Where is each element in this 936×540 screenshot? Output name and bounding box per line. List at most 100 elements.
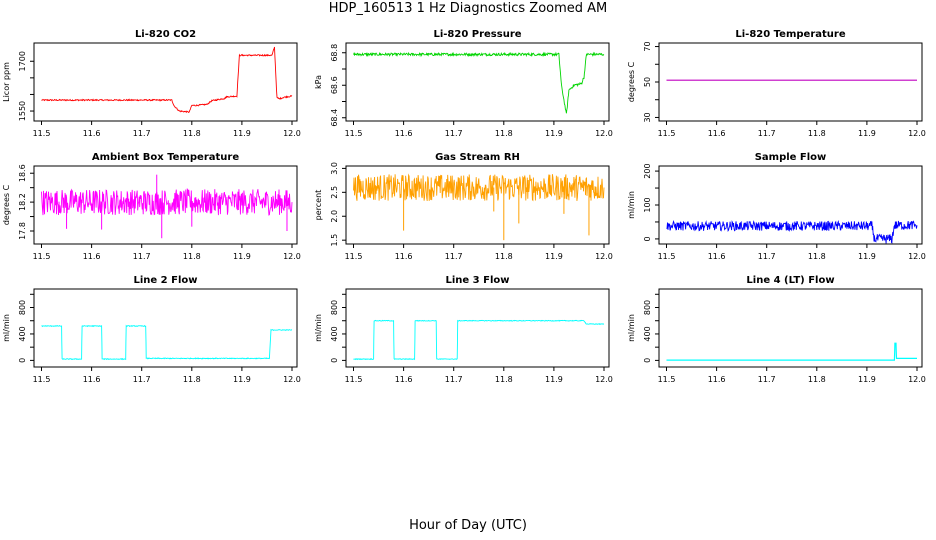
x-tick-label: 11.7: [133, 252, 151, 261]
x-axis-label: Hour of Day (UTC): [409, 518, 527, 533]
x-tick-label: 12.0: [595, 129, 613, 138]
y-axis-label: Licor ppm: [2, 62, 11, 102]
y-axis-label: degrees C: [2, 184, 11, 225]
x-tick-label: 11.9: [545, 129, 563, 138]
x-tick-label: 11.6: [83, 375, 101, 384]
y-tick-label: 30: [643, 112, 652, 122]
series-line: [353, 51, 605, 114]
x-tick-label: 11.6: [708, 252, 726, 261]
x-tick-label: 11.5: [658, 129, 676, 138]
x-tick-label: 12.0: [908, 129, 926, 138]
x-tick-label: 11.8: [808, 129, 826, 138]
x-tick-label: 11.7: [758, 252, 776, 261]
plot-frame: [345, 288, 610, 368]
x-tick-label: 11.8: [495, 252, 513, 261]
y-tick-label: 0: [330, 358, 339, 363]
y-tick-label: 1.5: [330, 234, 339, 247]
x-tick-label: 11.8: [808, 252, 826, 261]
y-tick-label: 200: [643, 163, 652, 178]
y-axis-label: kPa: [314, 75, 323, 89]
x-tick-label: 11.5: [345, 129, 363, 138]
x-tick-label: 11.5: [658, 375, 676, 384]
panel-title: Li-820 CO2: [135, 29, 196, 40]
y-tick-label: 400: [330, 326, 339, 341]
x-tick-label: 11.8: [183, 129, 201, 138]
series-line: [353, 173, 605, 202]
x-tick-label: 11.5: [33, 129, 51, 138]
y-axis-label: percent: [314, 190, 323, 221]
y-tick-label: 400: [643, 326, 652, 341]
x-tick-label: 11.9: [233, 252, 251, 261]
x-tick-label: 12.0: [283, 252, 301, 261]
x-tick-label: 11.9: [858, 252, 876, 261]
x-tick-label: 11.6: [395, 129, 413, 138]
y-tick-label: 100: [643, 197, 652, 212]
x-tick-label: 11.9: [545, 252, 563, 261]
y-tick-label: 0: [643, 358, 652, 363]
plot-frame: [33, 165, 298, 245]
x-tick-label: 11.7: [133, 375, 151, 384]
y-tick-label: 3.0: [330, 162, 339, 175]
y-tick-label: 18.2: [18, 193, 27, 211]
x-tick-label: 11.8: [495, 375, 513, 384]
x-tick-label: 11.5: [33, 375, 51, 384]
y-tick-label: 2.0: [330, 210, 339, 223]
y-tick-label: 50: [643, 77, 652, 87]
x-tick-label: 12.0: [908, 252, 926, 261]
plot-frame: [658, 288, 923, 368]
panel-title: Ambient Box Temperature: [92, 152, 239, 163]
series-line: [666, 342, 917, 361]
panel-2: Li-820 Pressure kPa 11.5 11.6 11.7 11.8 11.9 12…: [314, 29, 613, 138]
x-tick-label: 11.8: [183, 252, 201, 261]
panel-4: Ambient Box Temperature degrees C 11.5 11.6…: [2, 152, 301, 261]
panel-9: Line 4 (LT) Flow ml/min 11.5 11.6 11.7 11.8 11…: [627, 275, 926, 384]
x-tick-label: 11.6: [83, 252, 101, 261]
x-tick-label: 11.5: [345, 252, 363, 261]
x-tick-label: 12.0: [908, 375, 926, 384]
panel-title: Sample Flow: [755, 152, 827, 163]
panel-title: Line 2 Flow: [134, 275, 198, 286]
y-axis-label: ml/min: [627, 314, 636, 342]
y-tick-label: 0: [18, 358, 27, 363]
x-tick-label: 11.7: [133, 129, 151, 138]
y-tick-label: 1550: [18, 101, 27, 121]
x-tick-label: 11.7: [758, 375, 776, 384]
plot-frame: [33, 288, 298, 368]
series-line: [353, 319, 605, 361]
x-tick-label: 11.6: [708, 375, 726, 384]
plot-frame: [345, 165, 610, 245]
panel-title: Li-820 Temperature: [735, 29, 845, 40]
panel-title: Li-820 Pressure: [433, 29, 521, 40]
y-axis-label: ml/min: [627, 191, 636, 219]
y-tick-label: 1700: [18, 51, 27, 71]
x-tick-label: 11.5: [345, 375, 363, 384]
y-tick-label: 0: [643, 236, 652, 241]
panel-title: Line 3 Flow: [446, 275, 510, 286]
panel-title: Gas Stream RH: [435, 152, 520, 163]
plot-frame: [658, 165, 923, 245]
y-tick-label: 17.8: [18, 222, 27, 240]
y-tick-label: 800: [18, 300, 27, 315]
x-tick-label: 11.7: [445, 129, 463, 138]
y-tick-label: 2.5: [330, 186, 339, 199]
panel-6: Sample Flow ml/min 11.5 11.6 11.7 11.8 11.9 12.…: [627, 152, 926, 261]
series-line: [41, 324, 293, 361]
figure-title: HDP_160513 1 Hz Diagnostics Zoomed AM: [328, 1, 608, 16]
x-tick-label: 11.6: [395, 252, 413, 261]
y-axis-label: degrees C: [627, 61, 636, 102]
x-tick-label: 12.0: [595, 375, 613, 384]
y-axis-label: ml/min: [2, 314, 11, 342]
y-tick-label: 400: [18, 326, 27, 341]
series-line: [41, 46, 293, 114]
y-tick-label: 68.8: [330, 44, 339, 62]
x-tick-label: 11.9: [233, 129, 251, 138]
y-tick-label: 68.4: [330, 109, 339, 127]
y-tick-label: 68.6: [330, 76, 339, 94]
y-tick-label: 800: [643, 300, 652, 315]
y-axis-label: ml/min: [314, 314, 323, 342]
panel-7: Line 2 Flow ml/min 11.5 11.6 11.7 11.8 11.9 12.…: [2, 275, 301, 384]
x-tick-label: 11.9: [545, 375, 563, 384]
panel-5: Gas Stream RH percent 11.5 11.6 11.7 11.8 11.9…: [314, 152, 613, 261]
panel-3: Li-820 Temperature degrees C 11.5 11.6 11.7 1…: [627, 29, 926, 138]
